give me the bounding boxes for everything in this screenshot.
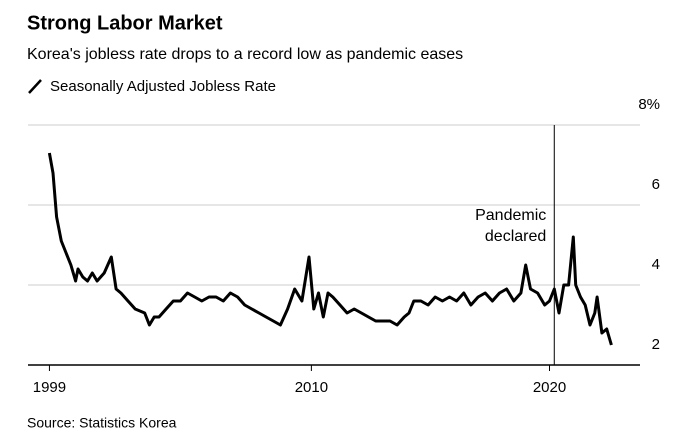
legend-swatch [28,79,42,94]
y-tick-label: 8% [638,96,660,113]
y-tick-label: 2 [652,336,660,353]
annotation-text: declared [485,228,546,245]
annotation-text: Pandemic [475,207,546,224]
data-line [47,152,613,346]
x-tick-label: 1999 [33,379,66,396]
y-tick-label: 6 [652,176,660,193]
x-tick-label: 2010 [295,379,328,396]
source: Source: Statistics Korea [27,415,177,431]
legend-label: Seasonally Adjusted Jobless Rate [50,78,276,95]
chart-title: Strong Labor Market [27,12,223,34]
chart-subtitle: Korea's jobless rate drops to a record l… [27,46,463,63]
x-tick-label: 2020 [533,379,566,396]
y-tick-label: 4 [652,256,660,273]
